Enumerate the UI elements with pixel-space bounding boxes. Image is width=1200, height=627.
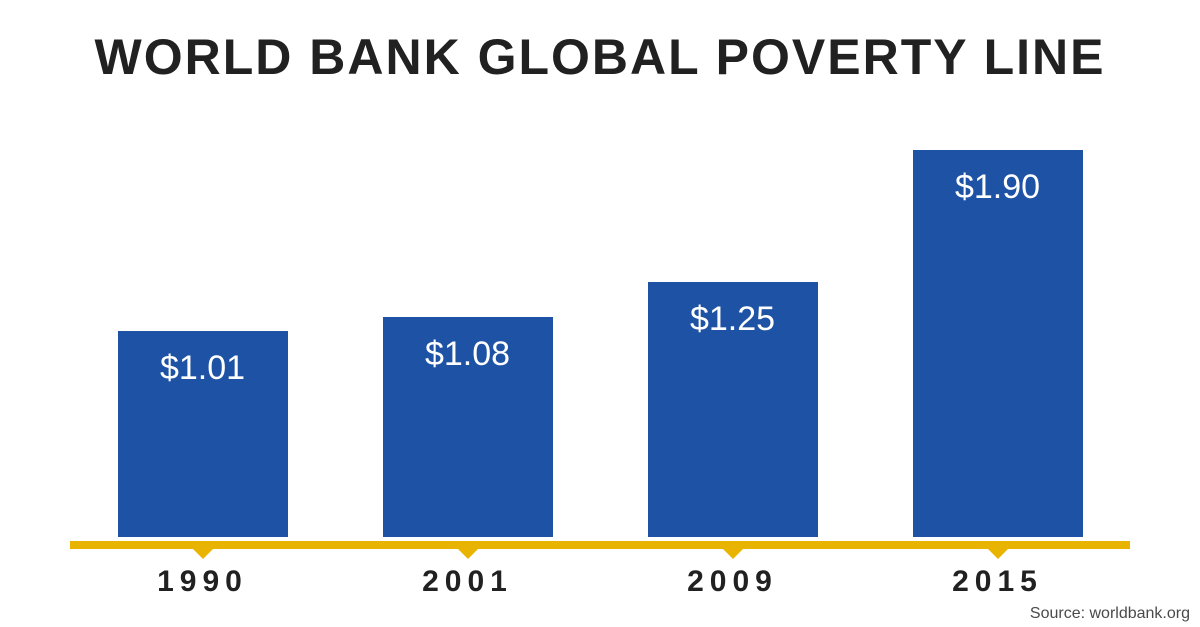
- bar-value-label: $1.01: [160, 349, 245, 388]
- axis-tick-icon: [458, 549, 478, 559]
- chart-title: WORLD BANK GLOBAL POVERTY LINE: [0, 0, 1200, 86]
- year-label: 2009: [600, 565, 865, 599]
- bar-slot: $1.08: [335, 150, 600, 537]
- year-label: 2015: [865, 565, 1130, 599]
- bar-value-label: $1.25: [690, 300, 775, 339]
- axis-tick-icon: [988, 549, 1008, 559]
- axis-tick-icon: [193, 549, 213, 559]
- x-axis-labels: 1990 2001 2009 2015: [70, 565, 1130, 599]
- source-attribution: Source: worldbank.org: [1030, 605, 1190, 623]
- bar-value-label: $1.90: [955, 168, 1040, 207]
- year-label: 1990: [70, 565, 335, 599]
- bar-2001: $1.08: [383, 317, 553, 537]
- bar-value-label: $1.08: [425, 335, 510, 374]
- bar-chart: $1.01 $1.08 $1.25 $1.90: [70, 150, 1130, 537]
- bar-1990: $1.01: [118, 331, 288, 537]
- x-axis: [70, 541, 1130, 549]
- bar-slot: $1.25: [600, 150, 865, 537]
- bar-2009: $1.25: [648, 282, 818, 537]
- axis-tick-icon: [723, 549, 743, 559]
- bar-2015: $1.90: [913, 150, 1083, 537]
- axis-ticks: [70, 549, 1130, 559]
- bar-slot: $1.01: [70, 150, 335, 537]
- bar-slot: $1.90: [865, 150, 1130, 537]
- year-label: 2001: [335, 565, 600, 599]
- axis-line: [70, 541, 1130, 549]
